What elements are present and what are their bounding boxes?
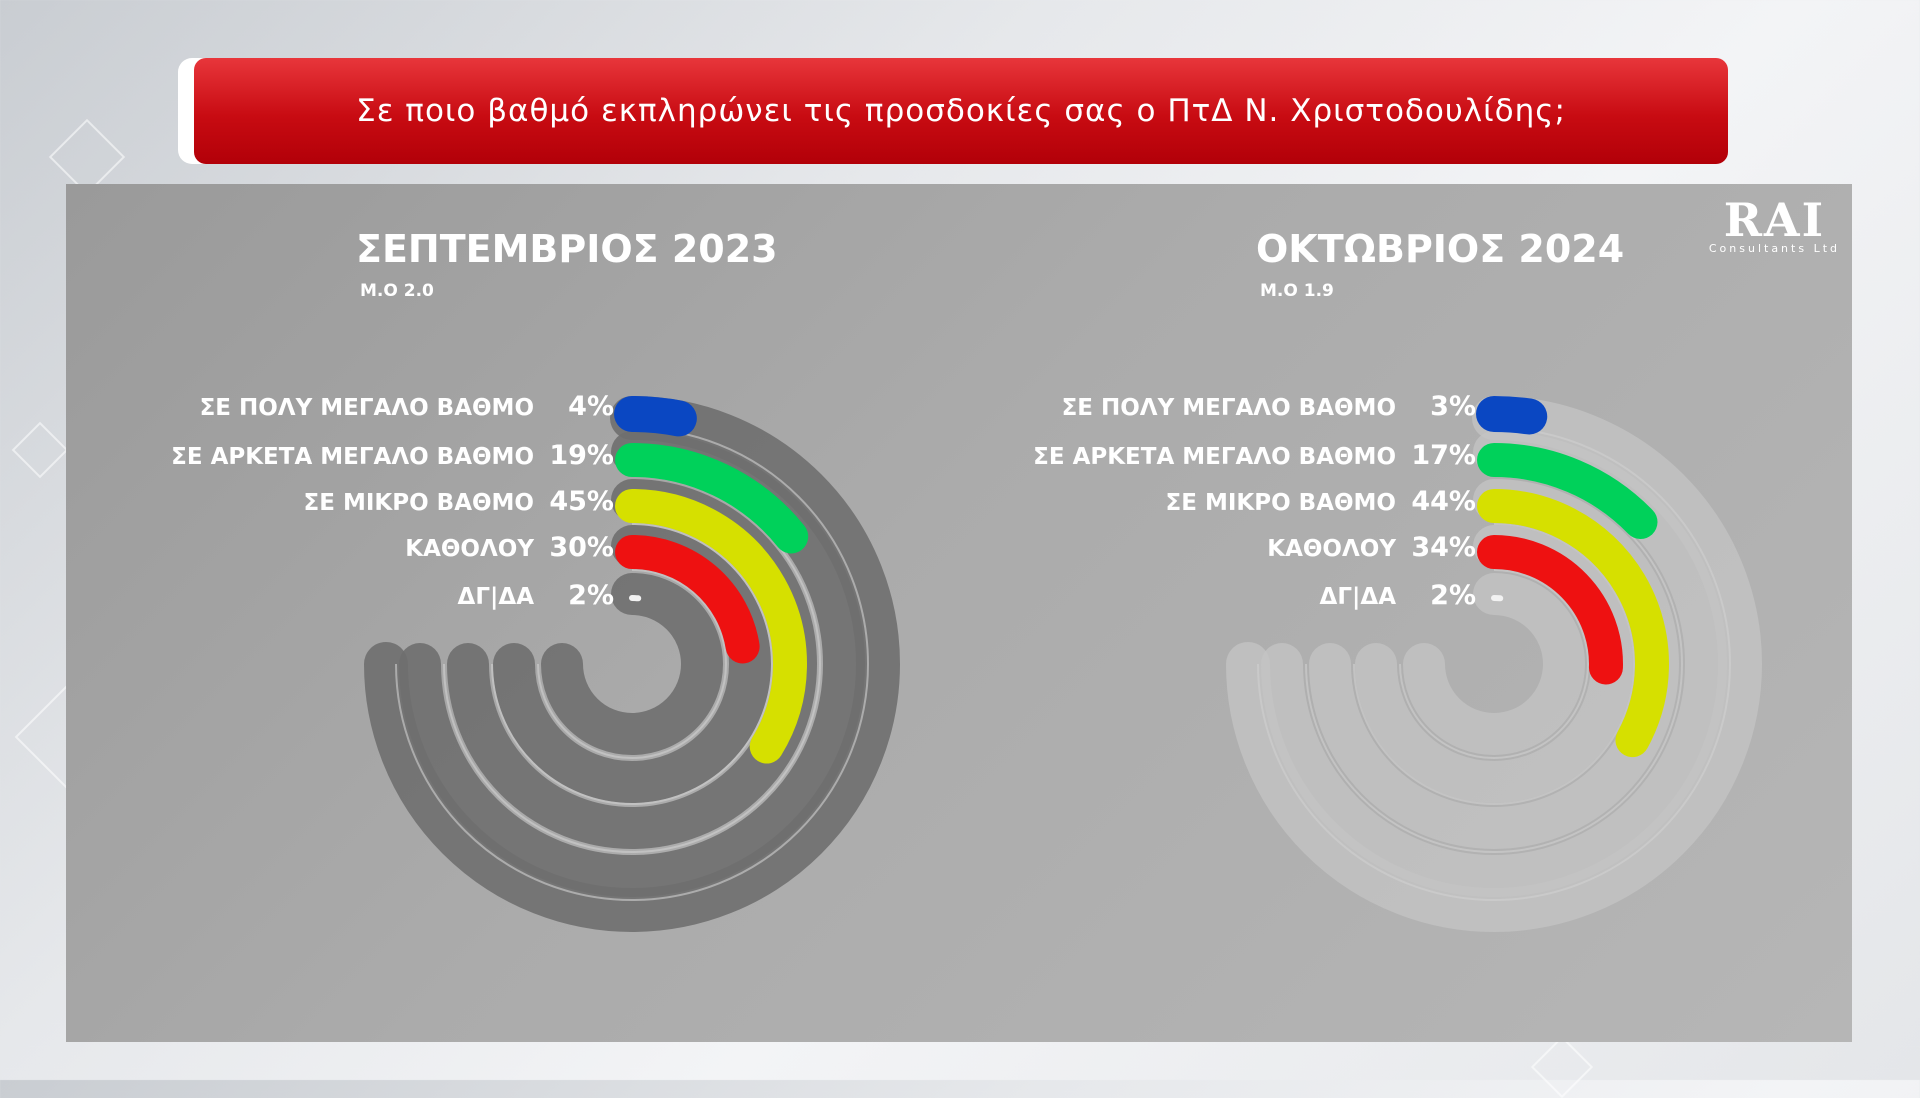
question-banner: Σε ποιο βαθμό εκπληρώνει τις προσδοκίες … [178,58,1728,164]
value-label: 4% [568,391,614,422]
category-label: ΣΕ ΑΡΚΕΤΑ ΜΕΓΑΛΟ ΒΑΘΜΟ [1033,444,1396,470]
value-label: 19% [549,440,614,471]
background-square-decoration [12,422,69,479]
value-label: 45% [549,486,614,517]
chart-2: ΟΚΤΩΒΡΙΟΣ 2024 Μ.Ο 1.9 ΣΕ ΠΟΛΥ ΜΕΓΑΛΟ ΒΑΘΜ… [1033,227,1740,910]
radial-charts: ΣΕΠΤΕΜΒΡΙΟΣ 2023 Μ.Ο 2.0 ΣΕ ΠΟΛΥ ΜΕΓΑΛΟ ΒΑ… [66,184,1852,1042]
value-label: 44% [1411,486,1476,517]
value-label: 17% [1411,440,1476,471]
background-square-decoration [1531,1036,1593,1098]
category-label: ΣΕ ΜΙΚΡΟ ΒΑΘΜΟ [304,490,534,516]
value-arc [632,414,679,418]
category-label: ΔΓ|ΔΑ [458,584,535,610]
category-label: ΚΑΘΟΛΟΥ [405,536,534,562]
chart-title: ΟΚΤΩΒΡΙΟΣ 2024 [1256,227,1624,271]
value-arc [1494,414,1529,416]
chart-1: ΣΕΠΤΕΜΒΡΙΟΣ 2023 Μ.Ο 2.0 ΣΕ ΠΟΛΥ ΜΕΓΑΛΟ ΒΑ… [171,227,878,910]
value-label: 30% [549,532,614,563]
category-label: ΚΑΘΟΛΟΥ [1267,536,1396,562]
category-label: ΣΕ ΑΡΚΕΤΑ ΜΕΓΑΛΟ ΒΑΘΜΟ [171,444,534,470]
category-label: ΣΕ ΠΟΛΥ ΜΕΓΑΛΟ ΒΑΘΜΟ [200,395,534,421]
question-text: Σε ποιο βαθμό εκπληρώνει τις προσδοκίες … [356,93,1566,129]
value-label: 2% [1430,580,1476,611]
category-label: ΣΕ ΠΟΛΥ ΜΕΓΑΛΟ ΒΑΘΜΟ [1062,395,1396,421]
category-label: ΣΕ ΜΙΚΡΟ ΒΑΘΜΟ [1166,490,1396,516]
question-banner-red: Σε ποιο βαθμό εκπληρώνει τις προσδοκίες … [194,58,1728,164]
chart-title: ΣΕΠΤΕΜΒΡΙΟΣ 2023 [356,227,778,271]
category-label: ΔΓ|ΔΑ [1320,584,1397,610]
value-label: 2% [568,580,614,611]
track-ring [1424,594,1564,734]
value-label: 34% [1411,532,1476,563]
chart-subtitle: Μ.Ο 1.9 [1260,281,1334,301]
track-ring [562,594,702,734]
chart-subtitle: Μ.Ο 2.0 [360,281,434,301]
value-label: 3% [1430,391,1476,422]
